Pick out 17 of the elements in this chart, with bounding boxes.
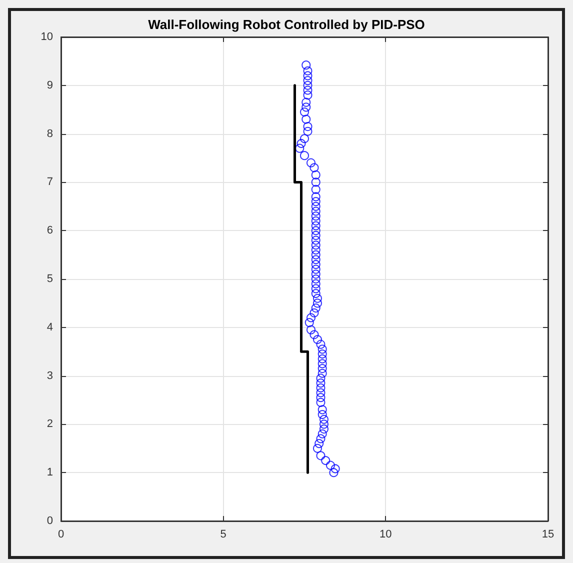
- y-tick-label: 0: [46, 515, 53, 527]
- chart-title: Wall-Following Robot Controlled by PID-PSO: [148, 17, 425, 32]
- y-tick-label: 2: [46, 418, 53, 430]
- y-tick-label: 9: [46, 79, 53, 92]
- y-tick-label: 10: [40, 31, 53, 43]
- x-tick-label: 15: [542, 528, 554, 540]
- x-tick-label: 10: [380, 528, 392, 540]
- x-tick-label: 0: [58, 528, 64, 540]
- y-tick-label: 1: [46, 466, 53, 479]
- y-tick-label: 7: [46, 176, 53, 188]
- y-tick-label: 5: [46, 273, 53, 285]
- y-tick-label: 4: [46, 321, 53, 334]
- x-tick-label: 5: [220, 528, 226, 540]
- y-tick-label: 8: [46, 128, 53, 140]
- y-tick-label: 3: [46, 370, 53, 382]
- y-tick-label: 6: [46, 224, 53, 237]
- line-series: [294, 84, 309, 474]
